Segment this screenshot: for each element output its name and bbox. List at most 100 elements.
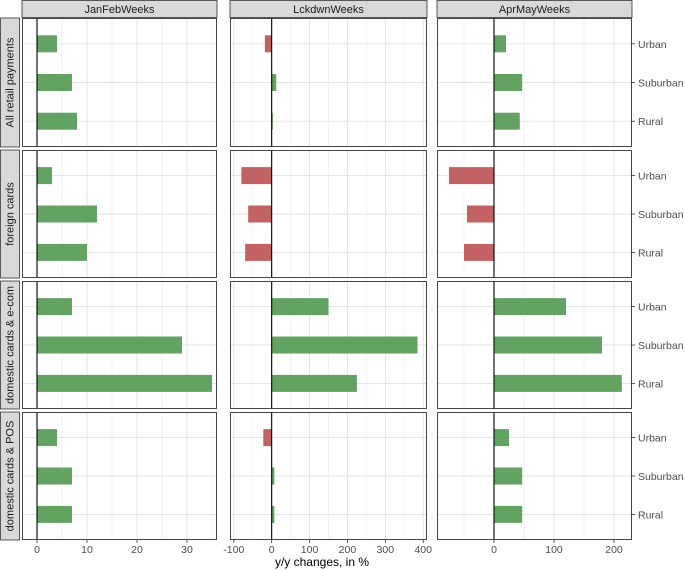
bar-domestic-cards-pos-lckdwnweeks-rural: [271, 505, 275, 523]
panel-domestic-cards-pos-janfebweeks: [22, 412, 217, 540]
ticks-layer: Urban Suburban Rural Urban Suburban Rural Urba…: [34, 39, 684, 556]
column-strip-label-lckdwnweeks: LckdwnWeeks: [293, 4, 364, 16]
panel-domestic-cards-e-com-aprmayweeks: [437, 281, 632, 409]
panel-border: [437, 412, 632, 540]
bar-domestic-cards-pos-janfebweeks-urban: [37, 429, 57, 447]
x-tick-label-janfebweeks-1: 10: [81, 544, 93, 556]
bar-all-retail-payments-janfebweeks-rural: [37, 112, 77, 130]
panel-all-retail-payments-lckdwnweeks: [230, 18, 427, 147]
row-strip-label-foreign-cards: foreign cards: [5, 182, 17, 246]
bar-foreign-cards-janfebweeks-suburban: [37, 205, 97, 223]
y-tick-label-urban: Urban: [638, 302, 667, 314]
column-strip-label-aprmayweeks: AprMayWeeks: [499, 4, 571, 16]
x-tick-label-aprmayweeks-2: 200: [605, 544, 623, 556]
bar-domestic-cards-e-com-lckdwnweeks-rural: [271, 374, 357, 392]
panel-border: [437, 18, 632, 147]
bar-foreign-cards-lckdwnweeks-suburban: [248, 205, 272, 223]
panel-foreign-cards-janfebweeks: [22, 150, 217, 278]
bar-domestic-cards-e-com-lckdwnweeks-suburban: [271, 336, 418, 354]
bar-foreign-cards-lckdwnweeks-urban: [241, 167, 272, 185]
panel-border: [230, 18, 427, 147]
y-tick-label-suburban: Suburban: [638, 78, 684, 90]
bar-all-retail-payments-aprmayweeks-suburban: [494, 74, 523, 91]
panel-domestic-cards-e-com-lckdwnweeks: [230, 281, 427, 409]
bar-domestic-cards-e-com-janfebweeks-urban: [37, 298, 72, 316]
x-axis-title: y/y changes, in %: [275, 555, 369, 569]
y-tick-label-rural: Rural: [638, 378, 663, 390]
column-strip-lckdwnweeks: [229, 0, 428, 18]
x-tick-label-lckdwnweeks-5: 400: [414, 544, 432, 556]
bar-foreign-cards-aprmayweeks-rural: [464, 243, 494, 261]
y-tick-label-rural: Rural: [638, 116, 663, 128]
panel-border: [230, 150, 427, 278]
panels-layer: [22, 18, 632, 540]
bar-domestic-cards-pos-aprmayweeks-suburban: [494, 467, 523, 485]
panel-border: [22, 412, 217, 540]
row-strip-label-domestic-cards-pos: domestic cards & POS: [5, 421, 17, 532]
bar-all-retail-payments-aprmayweeks-urban: [494, 35, 506, 53]
row-strip-label-all-retail-payments: All retail payments: [5, 37, 17, 127]
panel-all-retail-payments-janfebweeks: [22, 18, 217, 147]
bar-all-retail-payments-janfebweeks-urban: [37, 35, 57, 53]
panel-border: [230, 281, 427, 409]
panel-border: [437, 150, 632, 278]
bar-domestic-cards-e-com-janfebweeks-rural: [37, 374, 212, 392]
bar-domestic-cards-e-com-lckdwnweeks-urban: [271, 298, 329, 316]
x-tick-label-lckdwnweeks-3: 200: [339, 544, 357, 556]
bar-domestic-cards-e-com-janfebweeks-suburban: [37, 336, 182, 354]
bar-domestic-cards-e-com-aprmayweeks-urban: [494, 298, 566, 316]
row-strip-foreign-cards: [0, 149, 20, 279]
y-tick-label-urban: Urban: [638, 433, 667, 445]
bar-foreign-cards-aprmayweeks-suburban: [467, 205, 494, 223]
y-tick-label-suburban: Suburban: [638, 209, 684, 221]
y-tick-label-urban: Urban: [638, 171, 667, 183]
row-strip-domestic-cards-e-com: [0, 280, 20, 410]
y-tick-label-suburban: Suburban: [638, 471, 684, 483]
panel-border: [22, 18, 217, 147]
y-tick-label-suburban: Suburban: [638, 340, 684, 352]
panel-border: [22, 150, 217, 278]
y-tick-label-urban: Urban: [638, 39, 667, 51]
bar-domestic-cards-e-com-aprmayweeks-suburban: [494, 336, 602, 354]
bar-all-retail-payments-lckdwnweeks-urban: [264, 35, 272, 53]
panel-border: [230, 412, 427, 540]
bar-all-retail-payments-lckdwnweeks-suburban: [271, 74, 277, 91]
strips-layer: JanFebWeeks LckdwnWeeks AprMayWeeks All ret…: [0, 0, 633, 541]
row-strip-label-domestic-cards-e-com: domestic cards & e-com: [5, 286, 17, 404]
panel-foreign-cards-aprmayweeks: [437, 150, 632, 278]
panel-all-retail-payments-aprmayweeks: [437, 18, 632, 147]
x-tick-label-janfebweeks-0: 0: [34, 544, 40, 556]
bar-domestic-cards-pos-janfebweeks-rural: [37, 505, 72, 523]
panel-domestic-cards-e-com-janfebweeks: [22, 281, 217, 409]
x-tick-label-lckdwnweeks-4: 300: [377, 544, 395, 556]
bar-foreign-cards-lckdwnweeks-rural: [245, 243, 272, 261]
bar-domestic-cards-pos-lckdwnweeks-urban: [263, 429, 272, 447]
bar-all-retail-payments-aprmayweeks-rural: [494, 112, 520, 130]
panel-foreign-cards-lckdwnweeks: [230, 150, 427, 278]
x-tick-label-lckdwnweeks-0: -100: [223, 544, 244, 556]
bar-foreign-cards-aprmayweeks-urban: [449, 167, 494, 185]
x-tick-label-janfebweeks-2: 20: [131, 544, 143, 556]
panel-domestic-cards-pos-lckdwnweeks: [230, 412, 427, 540]
bar-all-retail-payments-janfebweeks-suburban: [37, 74, 72, 91]
panel-border: [437, 281, 632, 409]
bar-domestic-cards-e-com-aprmayweeks-rural: [494, 374, 622, 392]
bar-domestic-cards-pos-aprmayweeks-rural: [494, 505, 523, 523]
y-tick-label-rural: Rural: [638, 247, 663, 259]
y-tick-label-rural: Rural: [638, 509, 663, 521]
bar-foreign-cards-janfebweeks-urban: [37, 167, 52, 185]
bar-domestic-cards-pos-janfebweeks-suburban: [37, 467, 72, 485]
bar-domestic-cards-pos-aprmayweeks-urban: [494, 429, 509, 447]
x-tick-label-lckdwnweeks-1: 0: [269, 544, 275, 556]
row-strip-all-retail-payments: [0, 17, 20, 148]
panel-domestic-cards-pos-aprmayweeks: [437, 412, 632, 540]
panel-border: [22, 281, 217, 409]
x-tick-label-lckdwnweeks-2: 100: [301, 544, 319, 556]
bar-domestic-cards-pos-lckdwnweeks-suburban: [271, 467, 275, 485]
row-strip-domestic-cards-pos: [0, 411, 20, 541]
bar-foreign-cards-janfebweeks-rural: [37, 243, 87, 261]
x-tick-label-janfebweeks-3: 30: [181, 544, 193, 556]
x-tick-label-aprmayweeks-1: 100: [545, 544, 563, 556]
column-strip-janfebweeks: [21, 0, 218, 18]
